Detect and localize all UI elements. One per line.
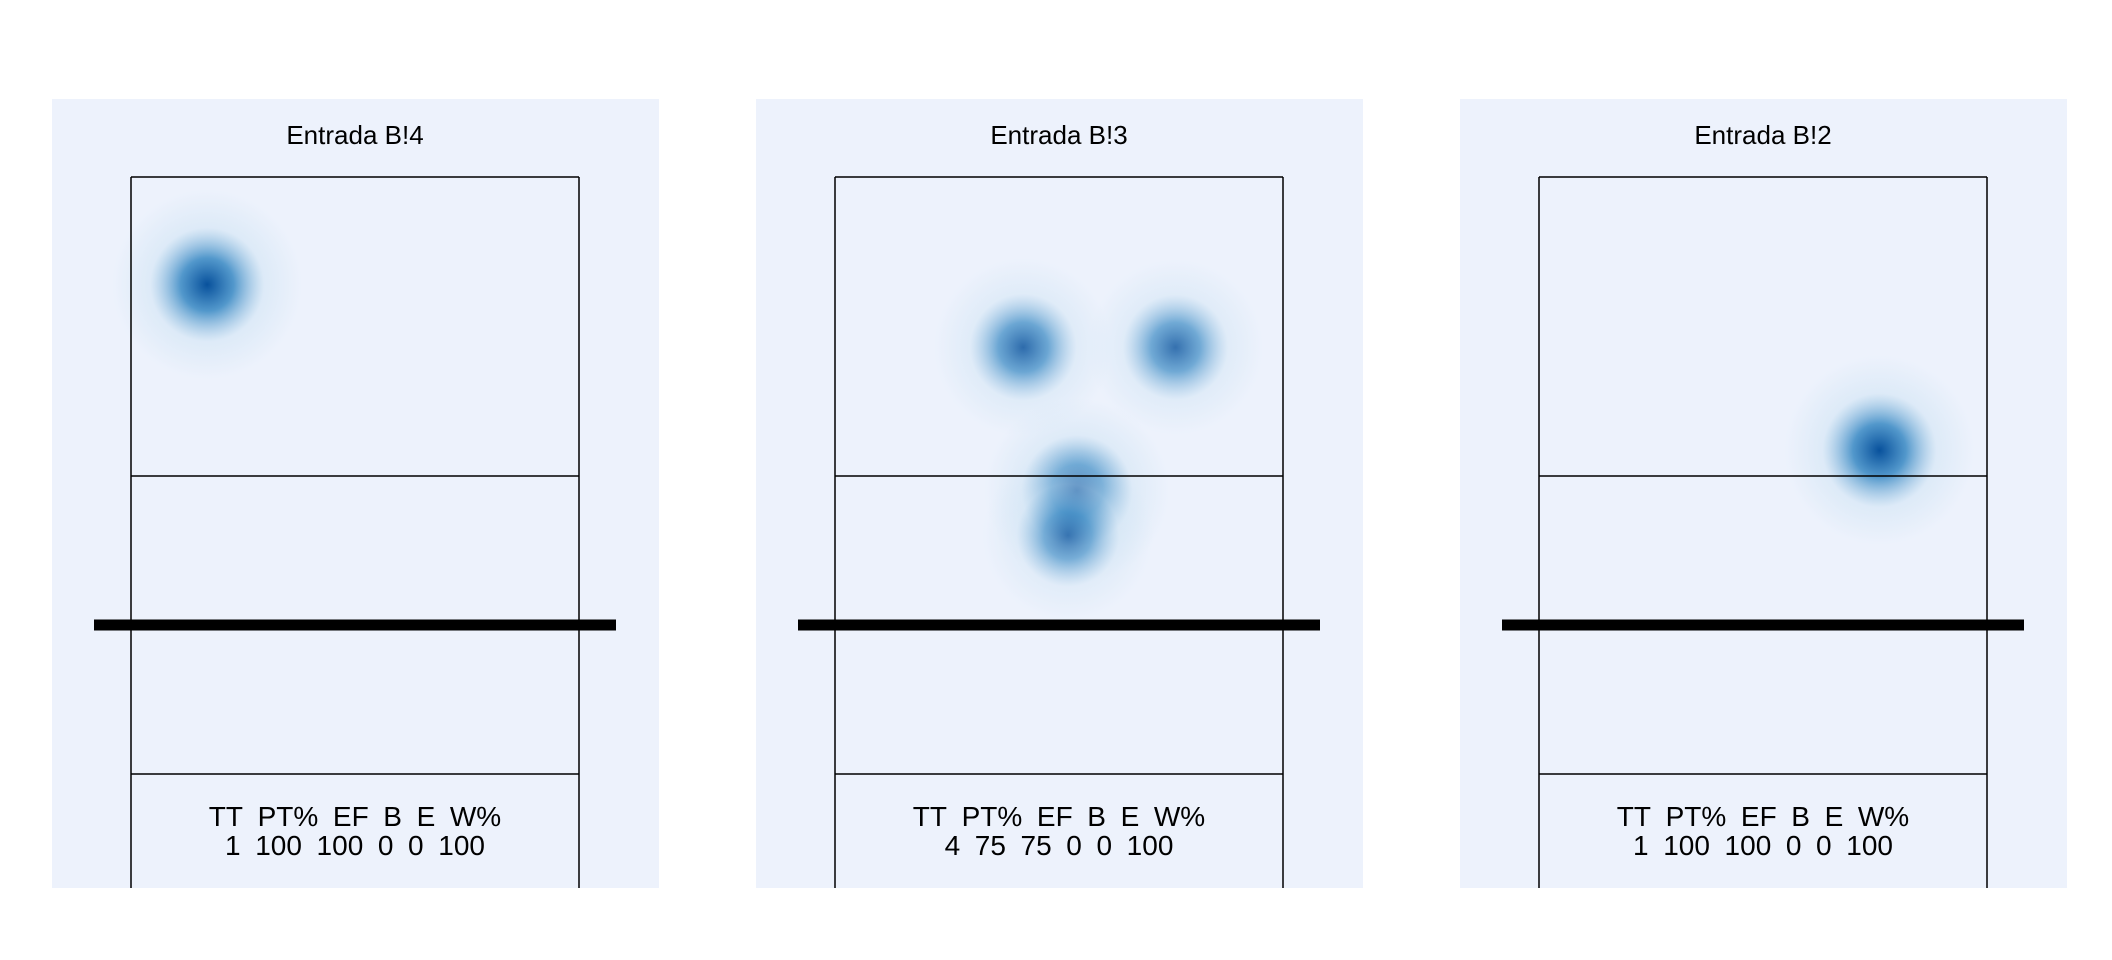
stats-cell: W% (1852, 801, 1909, 832)
stats-cell: TT (913, 801, 947, 832)
heat-hotspot (112, 189, 303, 380)
stats-cell: PT% (252, 801, 318, 832)
stats-cell: 100 (1658, 830, 1710, 861)
stats-cell: B (1082, 801, 1106, 832)
stats-cell: 100 (250, 830, 302, 861)
stats-cell: 100 (1841, 830, 1893, 861)
stats-values: 1 100 100 0 0 100 (1633, 830, 1893, 861)
stats-cell: 100 (311, 830, 363, 861)
chart-panel: Entrada B!4 TT PT% EF B E W% 1 100 100 0 0… (52, 99, 659, 888)
stats-values: 1 100 100 0 0 100 (225, 830, 485, 861)
stats-cell: EF (327, 801, 368, 832)
stats-cell: 1 (1633, 830, 1649, 861)
court-heatmap: Entrada B!3TT PT% EF B E W%4 75 75 0 0 1… (798, 120, 1320, 888)
stats-cell: E (1115, 801, 1139, 832)
stats-cell: 0 (1091, 830, 1112, 861)
stats-cell: TT (209, 801, 243, 832)
stats-cell: W% (444, 801, 501, 832)
court-heatmap: Entrada B!2TT PT% EF B E W%1 100 100 0 0… (1502, 120, 2024, 888)
stats-header: TT PT% EF B E W% (913, 801, 1205, 832)
heat-hotspot (1784, 355, 1975, 546)
heat-hotspot (1087, 259, 1264, 436)
stats-cell: 100 (1121, 830, 1173, 861)
stats-cell: PT% (1660, 801, 1726, 832)
stats-cell: 0 (1810, 830, 1831, 861)
stats-cell: B (378, 801, 402, 832)
stats-cell: 1 (225, 830, 241, 861)
panel-title: Entrada B!4 (286, 120, 423, 150)
stats-cell: EF (1031, 801, 1072, 832)
stats-cell: EF (1735, 801, 1776, 832)
stats-cell: 100 (1719, 830, 1771, 861)
stats-header: TT PT% EF B E W% (209, 801, 501, 832)
stats-cell: E (1819, 801, 1843, 832)
stats-cell: 4 (945, 830, 961, 861)
stats-cell: 0 (1061, 830, 1082, 861)
chart-panel: Entrada B!3 TT PT% EF B E W% 4 75 75 0 0 1… (756, 99, 1363, 888)
stats-values: 4 75 75 0 0 100 (945, 830, 1174, 861)
stats-cell: 0 (372, 830, 393, 861)
stats-cell: B (1786, 801, 1810, 832)
stats-cell: W% (1148, 801, 1205, 832)
chart-panel: Entrada B!2 TT PT% EF B E W% 1 100 100 0 0… (1460, 99, 2067, 888)
panel-title: Entrada B!3 (990, 120, 1127, 150)
stats-cell: 75 (969, 830, 1006, 861)
stats-cell: E (411, 801, 435, 832)
stats-cell: 0 (1780, 830, 1801, 861)
stats-cell: 75 (1015, 830, 1052, 861)
stats-cell: 0 (402, 830, 423, 861)
stats-cell: 100 (433, 830, 485, 861)
stats-cell: TT (1617, 801, 1651, 832)
court-heatmap: Entrada B!4TT PT% EF B E W%1 100 100 0 0… (94, 120, 616, 888)
stats-cell: PT% (956, 801, 1022, 832)
panel-title: Entrada B!2 (1694, 120, 1831, 150)
heat-hotspot (934, 258, 1113, 437)
heat-hotspot (982, 449, 1154, 621)
stats-header: TT PT% EF B E W% (1617, 801, 1909, 832)
